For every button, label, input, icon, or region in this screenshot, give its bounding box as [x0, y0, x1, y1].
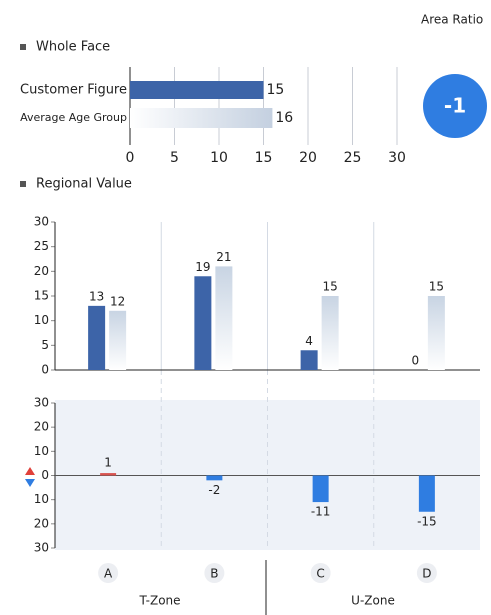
bar	[130, 81, 264, 99]
category-chip	[98, 563, 119, 583]
value-label: 19	[195, 260, 210, 274]
section-title: Regional Value	[36, 177, 132, 192]
sort-down-icon	[25, 479, 35, 487]
area-ratio-label: Area Ratio	[421, 13, 483, 27]
category-chip	[204, 563, 225, 583]
x-tick-label: 10	[210, 150, 228, 166]
value-label: -2	[208, 483, 220, 497]
y-tick-label: 10	[34, 444, 49, 458]
x-tick-label: 15	[255, 150, 273, 166]
x-tick-label: 30	[388, 150, 406, 166]
bar	[206, 475, 223, 481]
zone-label: T-Zone	[138, 594, 180, 608]
x-tick-label: 20	[299, 150, 317, 166]
value-label: 13	[89, 289, 104, 303]
y-tick-label: 0	[41, 468, 49, 482]
y-tick-label: 10	[34, 313, 49, 327]
section-bullet	[20, 44, 26, 50]
section-bullet	[20, 181, 26, 187]
y-tick-label: 0	[41, 363, 49, 377]
bar	[194, 276, 212, 370]
category-chip	[416, 563, 437, 583]
value-label: 0	[412, 354, 420, 368]
value-label: 12	[110, 294, 125, 308]
value-label: 15	[322, 280, 337, 294]
category-label: Customer Figure	[20, 83, 127, 98]
category-chip	[310, 563, 331, 583]
value-label: 4	[305, 334, 313, 348]
bar	[215, 266, 233, 370]
bar	[312, 475, 329, 503]
bar	[300, 350, 318, 370]
y-tick-label: 25	[34, 239, 49, 253]
y-tick-label: 30	[34, 541, 49, 555]
bar	[130, 108, 273, 128]
x-tick-label: 25	[344, 150, 362, 166]
value-label: 21	[216, 250, 231, 264]
badge	[423, 74, 487, 138]
y-tick-label: 10	[34, 492, 49, 506]
bar	[418, 475, 435, 512]
value-label: -15	[417, 514, 437, 528]
zone-label: U-Zone	[351, 594, 395, 608]
bar	[109, 310, 127, 370]
y-tick-label: 30	[34, 396, 49, 410]
y-tick-label: 20	[34, 516, 49, 530]
value-label: 15	[429, 280, 444, 294]
value-label: -11	[311, 505, 331, 519]
y-tick-label: 5	[41, 338, 49, 352]
bar	[88, 305, 106, 370]
y-tick-label: 30	[34, 215, 49, 229]
x-tick-label: D	[422, 567, 431, 581]
x-tick-label: C	[316, 567, 324, 581]
bar	[100, 473, 117, 476]
x-tick-label: 5	[170, 150, 179, 166]
value-label: 15	[267, 82, 285, 98]
x-tick-label: 0	[126, 150, 135, 166]
y-tick-label: 15	[34, 289, 49, 303]
bar	[321, 296, 339, 370]
x-tick-label: A	[104, 567, 113, 581]
bar	[427, 296, 445, 370]
category-label: Average Age Group	[20, 111, 127, 124]
y-tick-label: 20	[34, 264, 49, 278]
x-tick-label: B	[210, 567, 218, 581]
value-label: 1	[104, 456, 112, 470]
section-title: Whole Face	[36, 40, 110, 55]
sort-up-icon	[25, 467, 35, 475]
badge-value: -1	[444, 94, 466, 118]
y-tick-label: 20	[34, 420, 49, 434]
value-label: 16	[275, 110, 293, 126]
